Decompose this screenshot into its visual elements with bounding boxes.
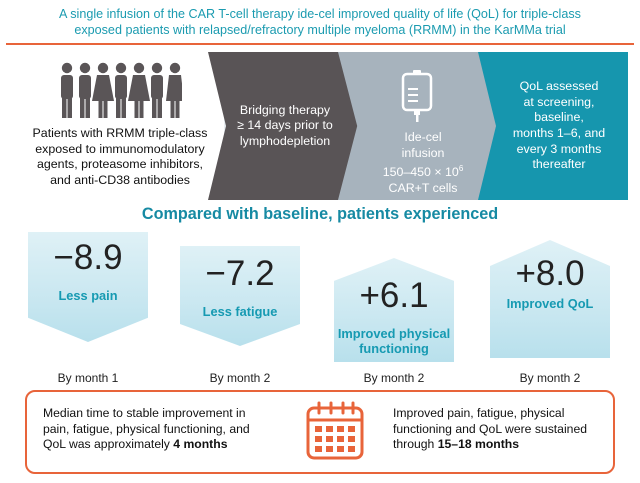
stat-label: Improved QoL xyxy=(506,296,594,311)
stat-value: −7.2 xyxy=(205,254,275,293)
stat-timepoint: By month 2 xyxy=(519,371,581,385)
iv-bag-icon xyxy=(401,70,433,122)
up-arrow-shape xyxy=(334,258,454,362)
stat-qol: +8.0 Improved QoL xyxy=(490,240,610,358)
stat-value: −8.9 xyxy=(53,238,123,277)
stat-pain: −8.9 Less pain xyxy=(28,232,148,342)
treatment-flow: Patients with RRMM triple-class exposed … xyxy=(16,52,628,200)
stat-label: Less pain xyxy=(58,288,118,303)
down-arrow-shape xyxy=(28,232,148,342)
calendar-icon xyxy=(306,401,364,460)
stat-timepoint: By month 2 xyxy=(363,371,425,385)
median-time-text: Median time to stable improvement in pai… xyxy=(43,406,250,451)
sustained-text: Improved pain, fatigue, physical functio… xyxy=(393,406,587,451)
stat-fatigue: −7.2 Less fatigue xyxy=(180,246,300,346)
stat-label: Less fatigue xyxy=(202,304,278,319)
step-infusion: Ide-cel infusion 150–450 × 106 CAR+T cel… xyxy=(338,52,498,200)
summary-box: Median time to stable improvement in pai… xyxy=(25,390,615,474)
up-arrow-shape xyxy=(490,240,610,358)
stat-value: +6.1 xyxy=(359,276,429,315)
step-qol-assessment: QoL assessed at screening, baseline, mon… xyxy=(478,52,628,200)
bridging-text: Bridging therapy ≥ 14 days prior to lymp… xyxy=(237,102,333,148)
step-patients: Patients with RRMM triple-class exposed … xyxy=(16,52,224,200)
people-icon xyxy=(61,62,182,118)
down-arrow-shape xyxy=(180,246,300,346)
qol-assessment-text: QoL assessed at screening, baseline, mon… xyxy=(512,79,606,172)
stat-label: Improved physical functioning xyxy=(337,326,451,356)
stat-physical-functioning: +6.1 Improved physical functioning xyxy=(334,258,454,362)
stat-timepoint: By month 1 xyxy=(57,371,119,385)
page-title: A single infusion of the CAR T-cell ther… xyxy=(59,7,581,37)
infusion-text: Ide-cel infusion 150–450 × 106 CAR+T cel… xyxy=(382,130,464,195)
stat-timepoint: By month 2 xyxy=(209,371,271,385)
step-bridging: Bridging therapy ≥ 14 days prior to lymp… xyxy=(208,52,358,200)
results-subheading: Compared with baseline, patients experie… xyxy=(141,205,499,223)
stat-value: +8.0 xyxy=(515,254,585,293)
patients-text: Patients with RRMM triple-class exposed … xyxy=(32,126,208,187)
title-divider xyxy=(6,43,634,45)
